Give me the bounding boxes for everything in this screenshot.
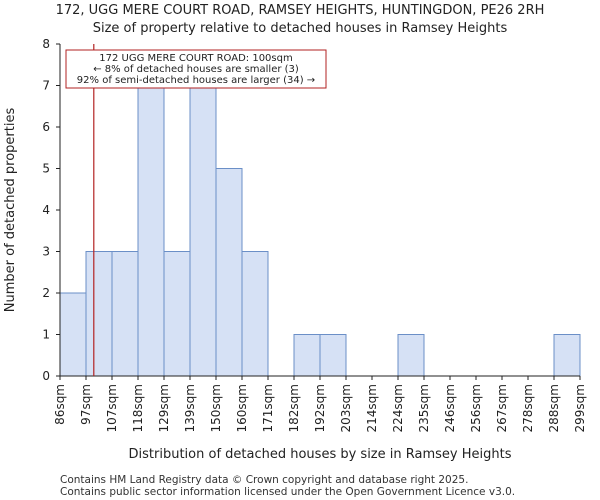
x-tick-label: 86sqm [53, 384, 67, 425]
x-tick-label: 118sqm [131, 384, 145, 432]
annotation-line: 172 UGG MERE COURT ROAD: 100sqm [99, 53, 292, 64]
annotation-line: 92% of semi-detached houses are larger (… [77, 75, 315, 86]
y-tick-label: 7 [42, 79, 50, 93]
bar [241, 251, 269, 377]
x-tick-label: 182sqm [287, 384, 301, 432]
footer-copyright: Contains HM Land Registry data © Crown c… [60, 474, 469, 486]
bar [293, 334, 321, 377]
x-tick-label: 150sqm [209, 384, 223, 432]
bar [59, 292, 87, 377]
x-tick-label: 288sqm [547, 384, 561, 432]
x-tick-label: 267sqm [495, 384, 509, 432]
y-tick-label: 6 [42, 120, 50, 134]
x-tick-label: 139sqm [183, 384, 197, 432]
x-tick-label: 224sqm [391, 384, 405, 432]
x-tick-label: 171sqm [261, 384, 275, 432]
chart-title: 172, UGG MERE COURT ROAD, RAMSEY HEIGHTS… [55, 3, 545, 18]
y-tick-label: 0 [42, 369, 50, 383]
x-tick-label: 235sqm [417, 384, 431, 432]
bar [137, 85, 165, 377]
bar [397, 334, 425, 377]
x-axis-label: Distribution of detached houses by size … [129, 447, 512, 462]
bar [111, 251, 139, 377]
x-tick-label: 278sqm [521, 384, 535, 432]
x-tick-label: 97sqm [79, 384, 93, 425]
chart-subtitle: Size of property relative to detached ho… [92, 21, 508, 36]
bar [319, 334, 347, 377]
bar [163, 251, 191, 377]
x-tick-label: 246sqm [443, 384, 457, 432]
y-tick-label: 5 [42, 162, 50, 176]
y-tick-label: 3 [42, 245, 50, 259]
x-tick-label: 299sqm [573, 384, 587, 432]
x-tick-label: 256sqm [469, 384, 483, 432]
annotation-line: ← 8% of detached houses are smaller (3) [93, 64, 299, 75]
footer-licence: Contains public sector information licen… [60, 486, 516, 498]
annotation-box [65, 49, 327, 89]
y-tick-label: 2 [42, 286, 50, 300]
bar [85, 251, 113, 377]
y-tick-label: 8 [42, 37, 50, 51]
bar [553, 334, 581, 377]
x-tick-label: 107sqm [105, 384, 119, 432]
y-axis-label: Number of detached properties [3, 108, 18, 313]
bar [215, 168, 243, 377]
x-tick-label: 192sqm [313, 384, 327, 432]
x-tick-label: 203sqm [339, 384, 353, 432]
y-tick-label: 4 [42, 203, 50, 217]
x-tick-label: 214sqm [365, 384, 379, 432]
x-tick-label: 160sqm [235, 384, 249, 432]
x-tick-label: 129sqm [157, 384, 171, 432]
bar [189, 85, 217, 377]
y-tick-label: 1 [42, 328, 50, 342]
